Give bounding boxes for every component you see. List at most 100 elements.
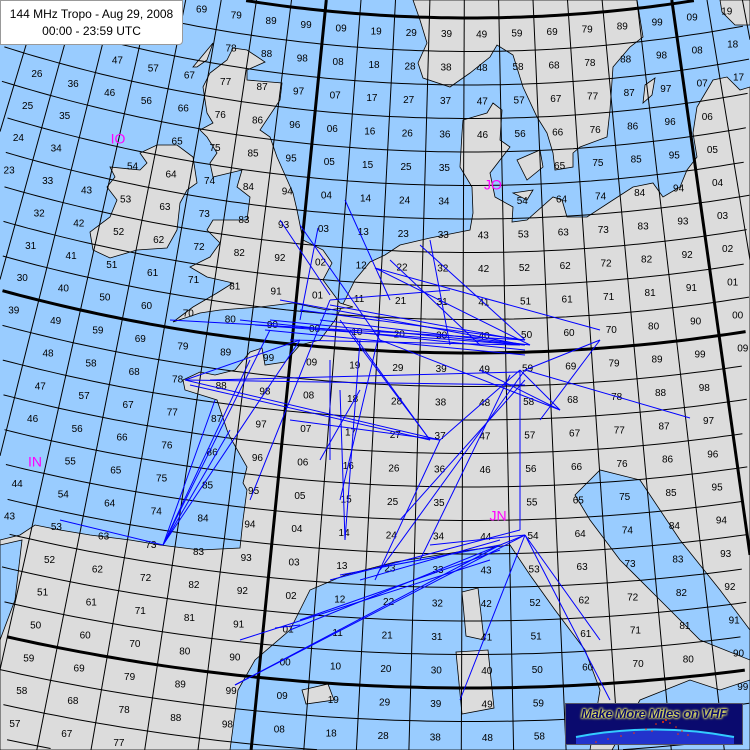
grid-square-label: 24 [386,530,398,541]
grid-square-label: 53 [529,564,541,575]
grid-square-label: 52 [113,227,125,238]
grid-square-label: 91 [686,283,698,294]
field-boundary-latitude [245,0,695,20]
grid-square-label: 84 [243,182,255,193]
field-label-in: IN [28,454,42,470]
grid-square-label: 03 [717,211,729,222]
grid-square-label: 66 [116,433,128,444]
grid-square-label: 56 [515,129,527,140]
grid-square-label: 68 [567,395,579,406]
land-great-britain [172,47,354,323]
field-boundary-longitude [249,0,328,750]
grid-square-label: 99 [652,17,664,28]
qso-path-line [249,299,331,501]
grid-square-label: 33 [42,176,54,187]
qso-path-line [519,369,561,411]
grid-square-label: 69 [196,5,208,16]
qso-path-line [254,324,526,346]
grid-square-label: 25 [400,162,412,173]
grid-square-label: 07 [697,79,709,90]
grid-square-label: 79 [177,341,189,352]
grid-square-label: 82 [641,255,653,266]
grid-square-label: 53 [120,194,132,205]
grid-square-label: 74 [151,507,163,518]
qso-path-line [162,329,271,546]
grid-square-label: 96 [252,453,264,464]
grid-square-label: 03 [288,558,300,569]
grid-square-label: 87 [211,414,223,425]
grid-square-label: 49 [50,316,62,327]
grid-square-label: 90 [733,649,745,660]
qso-path-line [344,199,391,301]
grid-square-label: 66 [552,127,564,138]
grid-square-label: 48 [482,733,494,744]
grid-square-label: 34 [51,144,63,155]
grid-square-label: 62 [578,596,590,607]
grid-square-label: 81 [679,621,691,632]
grid-square-label: 78 [119,705,131,716]
grid-square-label: 94 [673,184,685,195]
grid-square-label: 53 [518,230,530,241]
grid-square-label: 93 [241,553,253,564]
grid-square-label: 40 [479,331,491,342]
qso-path-line [184,379,526,386]
grid-square-label: 06 [702,112,714,123]
grid-square-label: 91 [729,615,741,626]
logo-make-more-miles: Make More Miles on VHF [565,703,743,745]
grid-square-label: 08 [303,391,315,402]
grid-square-label: 77 [167,408,179,419]
grid-square-label: 62 [153,235,165,246]
field-labels: IO JO IN JN [28,131,507,524]
qso-path-line [169,319,526,341]
grid-square-label: 67 [61,729,73,740]
grid-line-longitude [36,0,187,750]
grid-square-label: 67 [184,71,196,82]
grid-square-label: 23 [384,564,396,575]
grid-line-longitude [355,0,396,750]
grid-square-label: 35 [59,111,71,122]
grid-square-label: 15 [362,160,374,171]
grid-square-label: 92 [682,250,694,261]
grid-square-label: 65 [573,495,585,506]
land-mallorca [301,683,335,705]
grid-square-label: 86 [207,447,219,458]
grid-square-label: 46 [477,130,489,141]
grid-square-label: 19 [349,361,361,372]
grid-square-label: 61 [562,295,574,306]
qso-path-line [239,559,491,641]
grid-square-label: 24 [399,196,411,207]
grid-square-label: 58 [534,732,546,743]
grid-square-label: 48 [42,349,54,360]
grid-square-label: 61 [147,268,159,279]
grid-square-label: 77 [113,738,125,749]
grid-square-label: 57 [9,719,21,730]
grid-square-label: 87 [658,421,670,432]
grid-square-label: 90 [690,316,702,327]
grid-square-label: 83 [638,221,650,232]
grid-square-label: 00 [280,658,292,669]
grid-square-label: 49 [476,29,488,40]
grid-square-label: 57 [524,430,536,441]
grid-square-label: 09 [737,344,749,355]
grid-square-label: 26 [388,463,400,474]
grid-square-label: 88 [216,381,228,392]
qso-path-line [299,227,319,321]
grid-square-label: 01 [312,291,324,302]
grid-square-label: 78 [172,374,184,385]
grid-square-label: 60 [582,663,594,674]
qso-path-line [429,239,451,346]
grid-square-label: 96 [665,117,677,128]
grid-square-label: 46 [104,88,116,99]
grid-square-label: 12 [356,260,368,271]
grid-square-label: 12 [334,595,346,606]
grid-line-latitude [5,151,750,220]
grid-square-label: 36 [434,465,446,476]
qso-path-line [189,384,431,441]
grid-square-label: 86 [627,121,639,132]
qso-path-line [524,534,611,701]
grid-square-label: 71 [188,275,200,286]
qso-path-line [344,339,361,541]
qso-path-line [289,339,521,346]
grid-square-label: 46 [480,465,492,476]
